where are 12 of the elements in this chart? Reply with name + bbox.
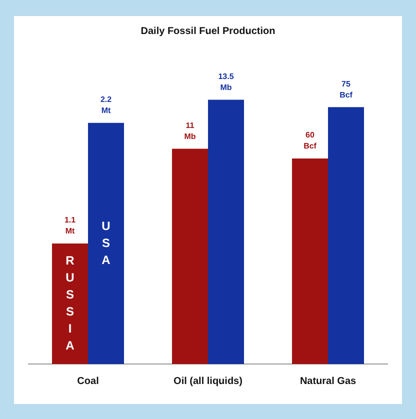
data-label: 1.1 Mt (64, 216, 76, 236)
data-label: 13.5 Mb (218, 72, 234, 92)
chart-title: Daily Fossil Fuel Production (140, 26, 276, 37)
data-label: 75 Bcf (340, 79, 353, 100)
x-tick-label: Coal (77, 376, 100, 387)
data-label: 60 Bcf (304, 130, 317, 151)
series-label: RUSSIA (66, 254, 75, 353)
series-label: USA (102, 218, 111, 267)
data-label: 11 Mb (184, 120, 196, 141)
data-label: 2.2 Mt (100, 95, 112, 116)
x-tick-label: Oil (all liquids) (174, 376, 242, 387)
x-tick-label: Natural Gas (300, 376, 356, 387)
